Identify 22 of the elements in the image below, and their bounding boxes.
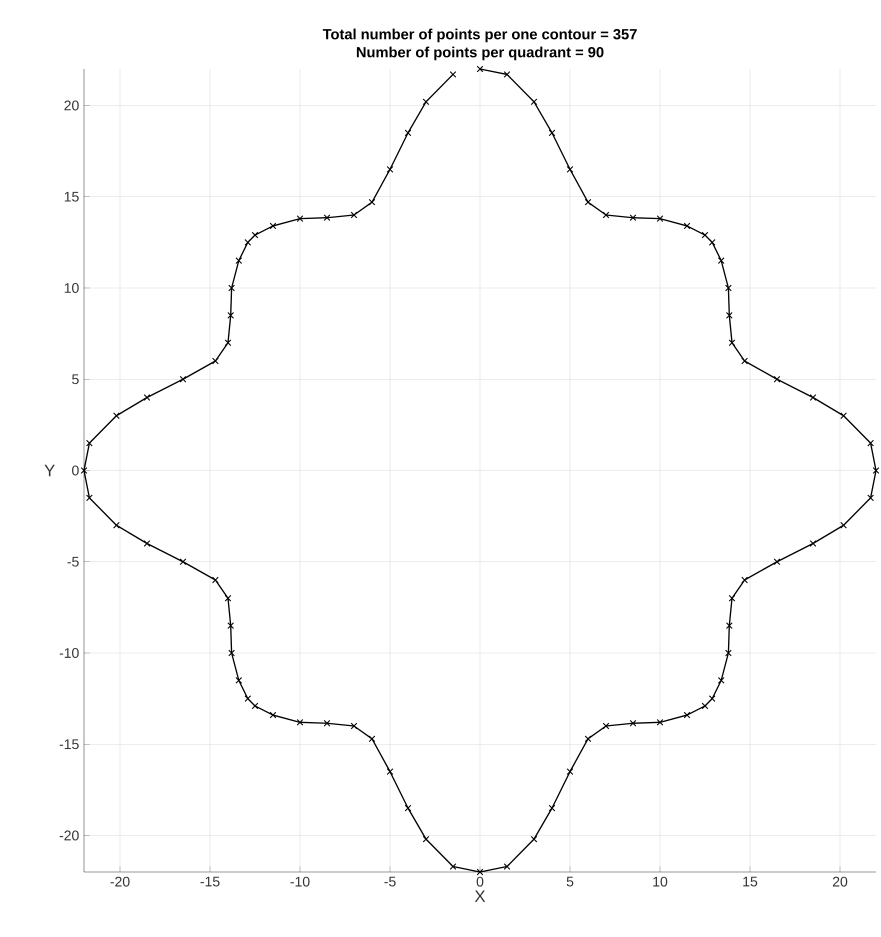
x-tick-label: -5 bbox=[384, 876, 396, 886]
y-tick-label: 5 bbox=[72, 374, 79, 384]
y-axis-title: Y bbox=[44, 464, 55, 476]
x-tick-label: -10 bbox=[290, 876, 310, 887]
x-tick-label: 20 bbox=[832, 876, 848, 887]
x-tick-label: -15 bbox=[200, 876, 220, 886]
chart-subtitle: Number of points per quadrant = 90 bbox=[356, 46, 604, 60]
y-tick-label: 20 bbox=[64, 100, 79, 110]
x-tick-label: 15 bbox=[743, 876, 758, 886]
y-tick-label: 10 bbox=[64, 283, 79, 293]
y-tick-label: 15 bbox=[64, 192, 79, 202]
x-tick-label: 0 bbox=[476, 876, 484, 887]
y-tick-label: -10 bbox=[60, 648, 79, 658]
y-tick-label: -15 bbox=[60, 739, 79, 750]
x-tick-label: 5 bbox=[566, 876, 574, 886]
y-tick-label: 0 bbox=[72, 466, 79, 476]
x-tick-label: -20 bbox=[110, 876, 130, 887]
y-tick-label: -20 bbox=[60, 830, 79, 840]
x-axis-title: X bbox=[474, 890, 486, 902]
x-tick-label: 10 bbox=[653, 876, 668, 887]
y-tick-label: -5 bbox=[67, 556, 79, 567]
chart-title: Total number of points per one contour = 357 bbox=[322, 28, 637, 42]
